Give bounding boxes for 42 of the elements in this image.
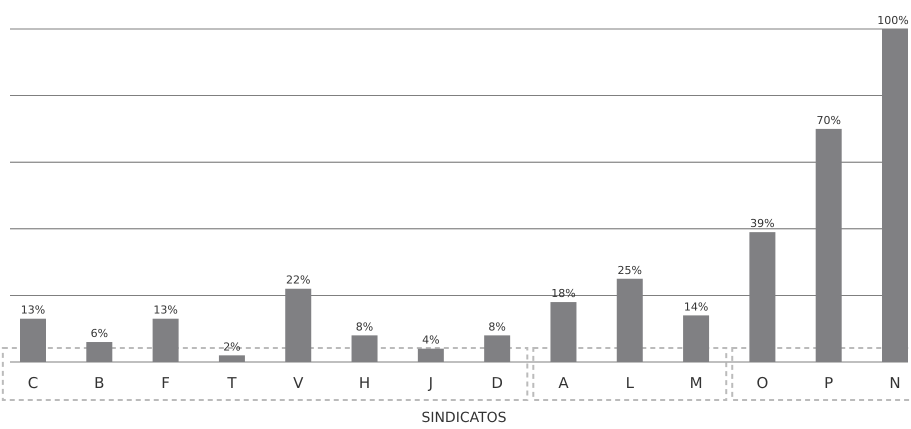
bar [352,335,378,362]
bar [484,335,510,362]
x-axis-title: SINDICATOS [421,410,507,426]
bar [285,288,312,362]
bar [20,318,46,362]
bar [616,278,643,362]
data-label: 2% [223,340,241,354]
x-tick-label: C [28,374,38,392]
data-label: 13% [20,304,46,317]
data-label: 13% [153,304,178,317]
bar [683,315,710,362]
x-tick-label: V [293,374,304,392]
bar [882,29,908,362]
bar [86,342,112,362]
x-tick-label: M [690,374,703,392]
x-tick-label: L [626,374,635,392]
x-tick-label: J [428,374,434,392]
bar [816,128,842,362]
bar [550,302,576,362]
x-tick-label: F [161,374,170,392]
data-label: 8% [488,320,506,334]
x-tick-label: H [358,374,370,392]
bar [418,348,444,362]
data-label: 70% [816,114,841,127]
x-tick-label: A [558,374,570,392]
bar [152,318,179,362]
bar [218,355,245,362]
data-label: 25% [618,264,642,277]
data-label: 14% [684,300,708,314]
data-label: 100% [877,14,909,27]
data-label: 39% [750,217,775,230]
x-tick-label: O [756,374,768,392]
x-tick-label: D [491,374,503,392]
data-label: 6% [90,327,108,340]
data-label: 8% [356,320,374,334]
bar [749,232,776,362]
x-tick-label: P [824,374,834,392]
x-tick-label: T [226,374,238,392]
x-tick-label: N [889,374,901,392]
x-tick-label: B [94,374,104,392]
data-label: 4% [422,334,440,347]
data-label: 22% [286,274,310,287]
